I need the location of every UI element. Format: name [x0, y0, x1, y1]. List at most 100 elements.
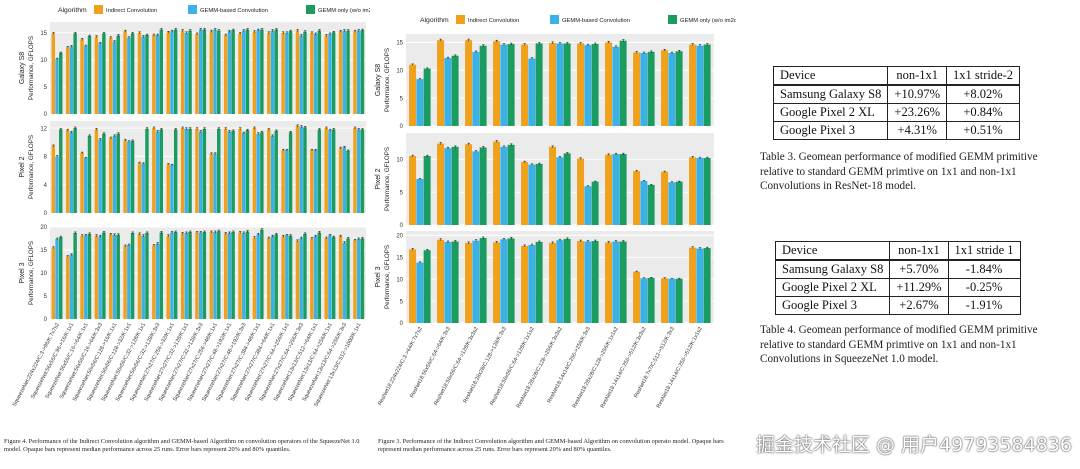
bar: [409, 64, 417, 126]
bar: [130, 140, 135, 213]
table3-header-col1: non-1x1: [887, 66, 947, 86]
bar: [633, 52, 641, 126]
bar: [94, 129, 99, 213]
bar: [55, 238, 59, 319]
bar: [612, 154, 620, 225]
bar: [84, 45, 88, 114]
bar: [102, 133, 106, 213]
bar: [87, 36, 92, 114]
bar: [188, 128, 192, 213]
bar: [584, 241, 592, 323]
bar: [137, 32, 142, 114]
bar: [288, 31, 293, 115]
bar: [338, 236, 343, 319]
table3-cell: +8.02%: [945, 84, 1021, 104]
bar: [152, 245, 156, 319]
bar: [281, 32, 285, 114]
legend-swatch: [550, 15, 559, 24]
bar: [303, 31, 307, 114]
bar: [299, 238, 303, 319]
bar: [55, 156, 59, 213]
y-tick-label: 0: [44, 211, 48, 217]
bar: [227, 131, 232, 213]
bar: [116, 234, 120, 319]
legend-swatch: [188, 5, 197, 14]
bar: [252, 31, 257, 114]
bar: [109, 234, 113, 319]
bar: [217, 128, 221, 213]
bar: [274, 29, 278, 115]
bar: [675, 278, 683, 323]
table-row: Google Pixel 3 +2.67% -1.91%: [774, 296, 1021, 315]
device-label: Pixel 2: [375, 168, 382, 189]
legend-title: Algorithm: [420, 17, 449, 24]
bar: [198, 131, 203, 213]
bar: [444, 241, 452, 323]
table4-cell: Google Pixel 2 XL: [774, 278, 891, 297]
y-axis-label: Performance, GFLOPS: [384, 48, 391, 112]
bar: [479, 45, 487, 126]
bar: [493, 41, 501, 126]
bar: [295, 30, 300, 115]
bar: [500, 44, 508, 126]
table4-header-device: Device: [774, 241, 891, 261]
bar: [180, 30, 185, 115]
bar: [493, 141, 501, 225]
bar: [112, 234, 117, 319]
panel-pixel-2: 0 5 10 Pixel 2 Performance, GFLOPS: [375, 133, 714, 229]
bar: [342, 30, 347, 115]
resnet18-performance-chart: Algorithm Indirect Convolution GEMM-based …: [375, 15, 736, 409]
y-tick-label: 10: [40, 58, 47, 64]
bar: [591, 241, 599, 323]
device-label: Pixel 2: [19, 156, 26, 177]
bar: [703, 44, 711, 126]
bar: [619, 154, 627, 225]
table4-caption: Table 4. Geomean performance of modified…: [760, 324, 1038, 366]
bar: [256, 30, 260, 115]
bar: [577, 241, 585, 323]
bar: [123, 140, 127, 213]
bar: [256, 133, 260, 213]
bar: [98, 139, 102, 213]
panel-galaxy-s8: 0 5 10 15 Galaxy S8 Performance, GFLOPS: [375, 34, 714, 130]
device-label: Galaxy S8: [375, 64, 382, 96]
bar: [299, 126, 303, 213]
bar: [317, 129, 322, 213]
bar: [451, 55, 459, 126]
bar: [252, 237, 257, 319]
panel-galaxy-s8: 0 5 10 15 Galaxy S8 Performance, GFLOPS: [19, 22, 366, 118]
bar: [285, 32, 289, 114]
bar: [260, 229, 264, 319]
bar: [507, 238, 515, 323]
bar: [472, 240, 480, 323]
bar: [342, 242, 347, 319]
bar: [217, 30, 221, 115]
legend-label: Indirect Convolution: [106, 8, 157, 14]
bar: [328, 130, 332, 213]
table4: Device non-1x1 1x1 stride 1 Samsung Gala…: [774, 241, 1021, 315]
bar: [661, 278, 669, 323]
bar: [577, 158, 585, 225]
bar: [521, 245, 529, 323]
bar: [288, 132, 293, 213]
bar: [69, 46, 74, 115]
bar: [152, 128, 156, 213]
bar: [84, 157, 88, 213]
bar: [116, 35, 120, 114]
y-axis-label: Performance, GFLOPS: [384, 245, 391, 309]
bar: [703, 248, 711, 323]
bar: [556, 157, 564, 225]
bar: [324, 128, 328, 213]
table4-cell: Samsung Galaxy S8: [774, 259, 891, 279]
bar: [285, 150, 289, 213]
bar: [416, 79, 424, 126]
bar: [59, 52, 63, 114]
bar: [267, 129, 271, 213]
y-tick-label: 0: [400, 223, 404, 229]
device-label: Galaxy S8: [19, 52, 26, 84]
bar: [195, 33, 199, 114]
bar: [310, 238, 314, 319]
y-tick-label: 5: [400, 96, 404, 102]
bar: [360, 30, 365, 115]
y-tick-label: 20: [396, 234, 403, 240]
